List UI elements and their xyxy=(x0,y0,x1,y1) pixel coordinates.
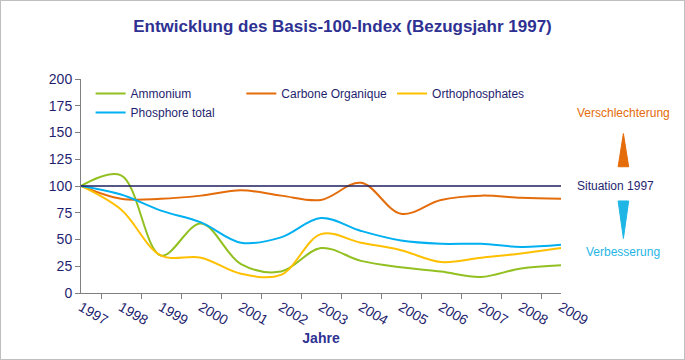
svg-text:2002: 2002 xyxy=(276,299,311,329)
svg-text:175: 175 xyxy=(49,98,73,114)
svg-text:125: 125 xyxy=(49,151,73,167)
svg-text:150: 150 xyxy=(49,124,73,140)
svg-text:25: 25 xyxy=(57,258,73,274)
svg-text:Verschlechterung: Verschlechterung xyxy=(577,106,670,120)
svg-text:2003: 2003 xyxy=(316,299,351,329)
svg-text:1997: 1997 xyxy=(76,299,111,329)
svg-text:2008: 2008 xyxy=(516,299,551,329)
svg-text:Ammonium: Ammonium xyxy=(131,87,192,101)
svg-text:Verbesserung: Verbesserung xyxy=(586,245,660,259)
svg-text:200: 200 xyxy=(49,71,73,87)
svg-text:1998: 1998 xyxy=(116,299,151,329)
svg-text:Phosphore total: Phosphore total xyxy=(131,106,215,120)
svg-text:Entwicklung des Basis-100-Inde: Entwicklung des Basis-100-Index (Bezugsj… xyxy=(133,17,552,36)
svg-text:2007: 2007 xyxy=(476,299,511,329)
svg-text:2001: 2001 xyxy=(236,299,271,329)
svg-text:2005: 2005 xyxy=(396,299,431,329)
svg-text:Situation 1997: Situation 1997 xyxy=(577,179,654,193)
svg-text:75: 75 xyxy=(57,205,73,221)
svg-text:0: 0 xyxy=(64,285,72,301)
svg-text:Orthophosphates: Orthophosphates xyxy=(432,87,524,101)
svg-text:100: 100 xyxy=(49,178,73,194)
svg-text:1999: 1999 xyxy=(156,299,191,329)
svg-text:Jahre: Jahre xyxy=(302,330,340,346)
svg-text:Carbone Organique: Carbone Organique xyxy=(281,87,387,101)
svg-text:2006: 2006 xyxy=(436,299,471,329)
svg-text:2004: 2004 xyxy=(356,299,391,329)
svg-text:50: 50 xyxy=(57,231,73,247)
svg-text:2000: 2000 xyxy=(196,299,231,329)
svg-text:2009: 2009 xyxy=(556,299,591,329)
